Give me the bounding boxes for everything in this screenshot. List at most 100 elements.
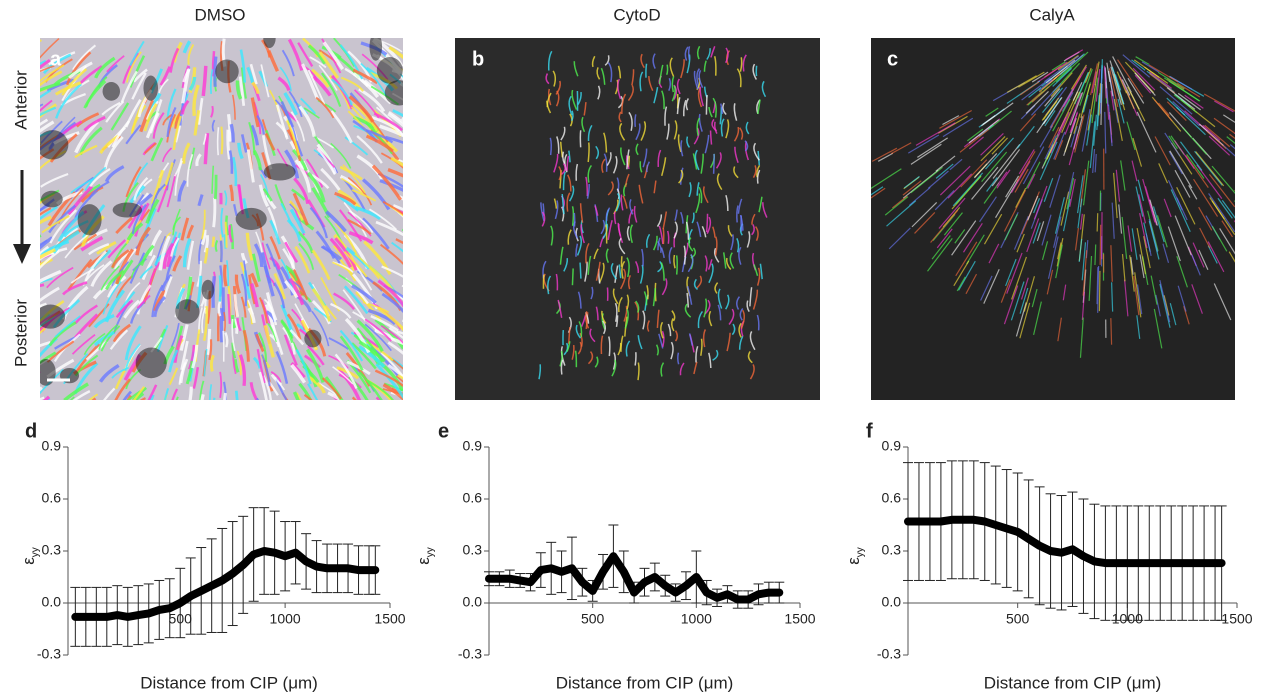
streak bbox=[1091, 77, 1099, 124]
streak bbox=[388, 327, 403, 340]
streak bbox=[658, 64, 664, 85]
streak bbox=[40, 250, 60, 270]
streak bbox=[169, 47, 180, 73]
streak bbox=[567, 229, 572, 245]
streak bbox=[942, 117, 974, 138]
streak bbox=[930, 209, 959, 243]
streak bbox=[671, 318, 675, 332]
streak bbox=[284, 241, 299, 263]
streak bbox=[295, 392, 303, 400]
streak bbox=[652, 235, 658, 251]
streak bbox=[219, 371, 223, 398]
panel-letter: d bbox=[25, 420, 37, 442]
streak bbox=[643, 291, 648, 306]
streak bbox=[604, 55, 610, 66]
streak bbox=[40, 277, 53, 284]
streak bbox=[1148, 71, 1173, 89]
streak bbox=[1097, 266, 1100, 313]
streak bbox=[627, 275, 632, 290]
mean-line bbox=[485, 552, 784, 604]
streak bbox=[696, 182, 700, 196]
streak bbox=[1121, 216, 1128, 259]
streak bbox=[702, 186, 709, 204]
streak bbox=[620, 147, 626, 166]
streak bbox=[756, 267, 761, 286]
streak bbox=[699, 86, 704, 107]
streak bbox=[80, 185, 104, 203]
streak bbox=[40, 106, 57, 117]
streak bbox=[219, 308, 224, 343]
streak bbox=[1211, 165, 1235, 194]
streak bbox=[126, 51, 142, 83]
streak bbox=[693, 278, 699, 290]
streak bbox=[1004, 214, 1018, 241]
streak bbox=[686, 54, 691, 74]
streak bbox=[132, 68, 148, 83]
streak bbox=[1246, 118, 1266, 136]
streak bbox=[321, 377, 342, 400]
streak bbox=[1176, 186, 1196, 225]
streak bbox=[104, 289, 126, 323]
streak bbox=[1027, 195, 1039, 221]
streak bbox=[280, 266, 295, 296]
streak bbox=[309, 206, 328, 239]
streak bbox=[1256, 196, 1266, 219]
streak bbox=[330, 142, 352, 169]
streak bbox=[131, 204, 147, 235]
streak bbox=[633, 205, 638, 223]
streak bbox=[733, 166, 739, 179]
streak bbox=[1044, 88, 1061, 107]
streak bbox=[375, 363, 403, 400]
streak bbox=[356, 319, 384, 352]
streak bbox=[90, 260, 113, 287]
y-tick-label: 0.3 bbox=[463, 542, 483, 558]
streak bbox=[309, 56, 327, 69]
streak bbox=[1136, 315, 1141, 339]
y-tick-label: 0.3 bbox=[42, 542, 62, 558]
streak bbox=[968, 119, 1000, 144]
streak bbox=[83, 115, 106, 132]
streak bbox=[982, 115, 996, 125]
streak bbox=[305, 348, 325, 383]
streak bbox=[738, 322, 742, 338]
streak bbox=[402, 397, 403, 400]
streak bbox=[958, 260, 976, 291]
streak bbox=[1112, 56, 1132, 93]
orientation-label: Posterior bbox=[11, 299, 30, 367]
streak bbox=[198, 237, 204, 265]
streak bbox=[371, 164, 402, 201]
streak bbox=[292, 192, 309, 226]
streak bbox=[691, 212, 695, 224]
streak bbox=[1021, 77, 1051, 101]
streak bbox=[1019, 81, 1040, 96]
streak bbox=[40, 269, 62, 284]
streak bbox=[1033, 185, 1048, 220]
streak bbox=[229, 184, 235, 201]
streak bbox=[622, 195, 628, 209]
streak bbox=[720, 103, 724, 114]
streak bbox=[358, 340, 386, 363]
streak bbox=[563, 258, 569, 272]
streak bbox=[115, 248, 134, 285]
streak bbox=[234, 390, 239, 400]
streak bbox=[629, 224, 634, 244]
streak bbox=[1253, 123, 1266, 138]
streak bbox=[677, 134, 682, 153]
streak bbox=[288, 277, 305, 306]
streak bbox=[236, 318, 242, 332]
streak bbox=[145, 198, 160, 224]
streak bbox=[206, 328, 212, 355]
streak bbox=[968, 136, 984, 150]
streak bbox=[671, 310, 676, 322]
streak bbox=[1206, 130, 1227, 149]
streak bbox=[596, 67, 601, 80]
streak bbox=[291, 308, 306, 331]
streak bbox=[315, 136, 335, 149]
streak bbox=[566, 341, 571, 353]
streak bbox=[578, 321, 583, 337]
streak bbox=[365, 122, 393, 155]
streak bbox=[197, 194, 204, 207]
streak bbox=[226, 113, 232, 142]
streak bbox=[1077, 198, 1083, 229]
streak bbox=[637, 335, 643, 350]
